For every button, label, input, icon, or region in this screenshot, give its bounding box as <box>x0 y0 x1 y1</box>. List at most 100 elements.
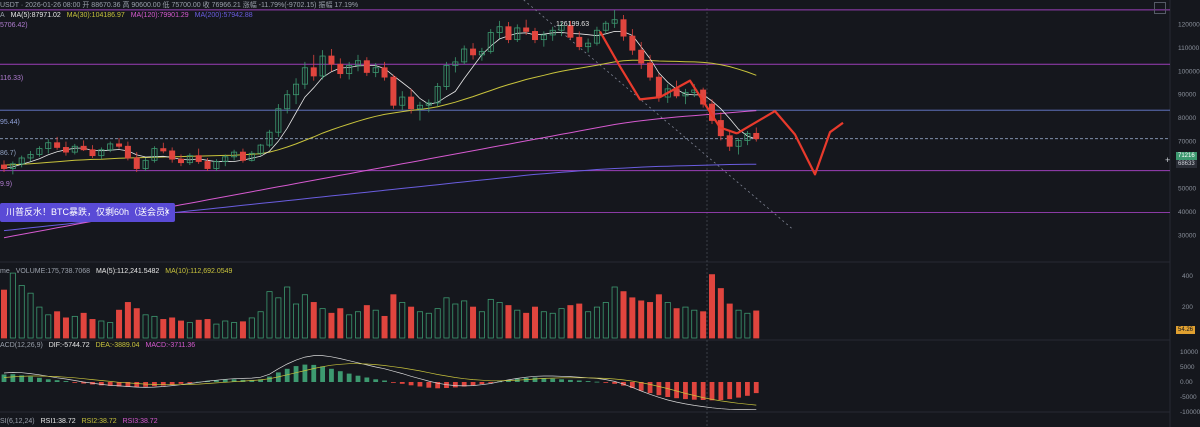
volume-bar <box>381 315 388 339</box>
volume-bar <box>186 322 193 339</box>
macd-histogram-bar <box>594 381 600 383</box>
macd-histogram-bar <box>19 375 25 382</box>
promo-toast[interactable]: 川普反水！BTC暴跌，仅剩60h（送会员） × <box>0 203 175 222</box>
rsi2-value: RSI2:38.72 <box>81 418 117 425</box>
volume-bar <box>80 312 87 339</box>
candle-body <box>275 108 282 133</box>
macd-histogram-bar <box>81 382 87 384</box>
volume-bar <box>399 302 406 339</box>
macd-histogram-bar <box>134 382 140 388</box>
macd-histogram-bar <box>231 379 237 382</box>
macd-macd: MACD:-3711.36 <box>145 342 196 349</box>
symbol-info-line: USDT · 2026-01-26 08:00 开 88670.36 高 906… <box>0 1 362 10</box>
macd-histogram-bar <box>736 382 741 398</box>
macd-histogram-bar <box>72 382 78 383</box>
macd-tick-label: -5000 <box>1180 394 1197 401</box>
candles <box>0 9 760 175</box>
macd-histogram-bar <box>346 373 352 382</box>
macd-histogram-bar <box>320 366 325 382</box>
macd-histogram-bar <box>709 382 715 401</box>
macd-histogram-bar <box>417 382 423 387</box>
volume-bar <box>266 291 273 339</box>
candle-body <box>478 50 485 56</box>
volume-bar <box>638 300 645 339</box>
macd-histogram-bar <box>550 378 556 382</box>
last-price-tag: 71216 <box>1176 152 1197 160</box>
macd-tick-label: 5000 <box>1180 364 1195 371</box>
candle-body <box>27 154 34 159</box>
macd-histogram-bar <box>488 382 494 383</box>
macd-histogram-bar <box>532 377 538 382</box>
macd-histogram-bar <box>399 382 405 384</box>
volume-bar <box>284 286 291 339</box>
volume-bar <box>354 311 361 339</box>
candle-body <box>735 140 742 147</box>
price-tick-label: 30000 <box>1178 232 1196 239</box>
volume-bar <box>62 317 69 339</box>
candle-body <box>655 76 662 98</box>
candle-body <box>629 35 636 51</box>
candle-body <box>98 149 105 157</box>
macd-panel <box>1 355 759 410</box>
candle-body <box>611 19 618 24</box>
candle-body <box>231 151 238 158</box>
candle-body <box>443 65 450 87</box>
volume-bar <box>408 306 415 339</box>
price-tick-label: 120000 <box>1178 21 1200 28</box>
symbol-info-text: USDT · 2026-01-26 08:00 开 88670.36 高 906… <box>0 2 359 9</box>
volume-bar <box>27 292 34 339</box>
candle-body <box>45 142 52 150</box>
macd-histogram-bar <box>745 382 750 396</box>
macd-histogram-bar <box>355 375 361 382</box>
candle-body <box>408 96 415 110</box>
volume-bar <box>124 302 131 339</box>
promo-toast-text[interactable]: 川普反水！BTC暴跌，仅剩60h（送会员） <box>6 207 175 217</box>
macd-histogram-bar <box>10 374 16 382</box>
volume-bar <box>293 303 300 339</box>
candle-body <box>363 60 370 73</box>
macd-histogram-bar <box>116 382 122 387</box>
candle-body <box>124 145 131 159</box>
volume-bar <box>390 294 397 339</box>
candle-body <box>204 161 211 169</box>
volume-bar <box>54 311 61 339</box>
macd-histogram-bar <box>160 382 166 386</box>
candle-body <box>399 96 406 106</box>
candle-body <box>310 67 317 77</box>
macd-histogram-bar <box>37 377 42 382</box>
macd-histogram-bar <box>727 382 733 400</box>
volume-bar <box>452 303 459 339</box>
macd-histogram-bar <box>408 382 414 386</box>
volume-bar <box>107 322 114 339</box>
volume-bar <box>655 294 662 339</box>
macd-histogram-bar <box>249 380 255 382</box>
volume-bar <box>470 306 477 339</box>
volume-bar <box>248 317 255 339</box>
candle-body <box>62 147 69 153</box>
macd-tick-label: 0.00 <box>1180 379 1193 386</box>
candle-body <box>549 29 556 36</box>
ma30-value: MA(30):104186.97 <box>66 12 125 19</box>
candle-body <box>133 157 140 169</box>
dotted-trendline <box>523 0 792 229</box>
macd-histogram-bar <box>647 382 653 394</box>
macd-histogram-bar <box>629 382 635 388</box>
candle-body <box>416 104 423 110</box>
crosshair-plus-icon[interactable]: + <box>1165 155 1171 165</box>
close-icon[interactable]: × <box>164 207 170 218</box>
volume-ma10: MA(10):112,692.0549 <box>165 268 233 275</box>
candle-body <box>487 32 494 52</box>
rsi1-value: RSI1:38.72 <box>40 418 76 425</box>
volume-bar <box>585 311 592 339</box>
volume-bar <box>195 319 202 339</box>
expand-icon[interactable] <box>1154 2 1166 14</box>
secondary-price-tag: 68633 <box>1176 160 1197 168</box>
macd-histogram-bar <box>541 378 547 382</box>
volume-bar <box>744 312 751 339</box>
macd-histogram-bar <box>382 380 387 382</box>
macd-histogram-bar <box>222 379 228 382</box>
candle-body <box>293 83 300 96</box>
candle-body <box>142 159 149 169</box>
rsi3-value: RSI3:38.72 <box>122 418 158 425</box>
